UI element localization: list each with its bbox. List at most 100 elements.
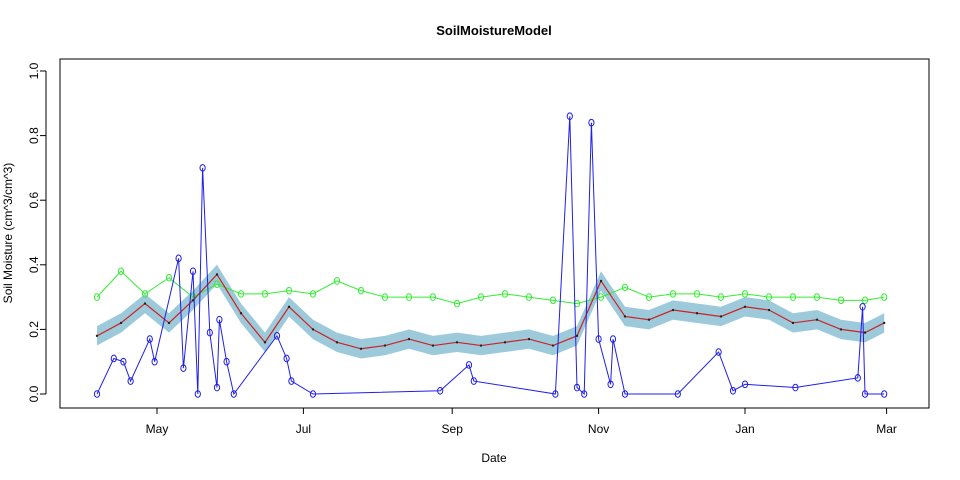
red-series-point xyxy=(551,344,555,347)
blue-series-point xyxy=(581,390,588,398)
chart-title: SoilMoistureModel xyxy=(436,23,552,38)
red-series-point xyxy=(647,318,651,321)
blue-series-point xyxy=(595,335,602,343)
blue-series-point xyxy=(792,383,799,392)
red-series-point xyxy=(119,321,123,325)
y-tick-label: 1.0 xyxy=(27,62,41,79)
blue-series-point xyxy=(216,315,223,324)
red-series-point xyxy=(791,321,795,325)
green-series-point xyxy=(549,296,557,305)
red-series-line xyxy=(96,273,885,350)
green-series-point xyxy=(117,267,125,276)
red-series-point xyxy=(407,337,411,341)
blue-series-point xyxy=(230,390,237,398)
green-series-point xyxy=(693,290,701,298)
red-series-point xyxy=(143,302,147,305)
red-series-point xyxy=(719,315,723,318)
green-series-point xyxy=(285,286,293,295)
green-series-point xyxy=(357,286,365,295)
red-series-point xyxy=(863,331,867,334)
y-tick-label: 0.2 xyxy=(27,321,41,338)
red-series-point xyxy=(95,334,99,338)
red-series-point xyxy=(767,308,771,312)
blue-series-point xyxy=(288,377,295,385)
red-series-point xyxy=(599,279,603,283)
green-series-point xyxy=(597,293,605,301)
red-series-point xyxy=(359,347,363,350)
green-series-point xyxy=(881,293,888,301)
y-tick-label: 0.4 xyxy=(27,256,41,273)
blue-series-point xyxy=(283,354,290,363)
green-series-point xyxy=(645,293,653,301)
blue-series-point xyxy=(213,383,221,392)
red-series-point xyxy=(527,337,531,341)
blue-series-point xyxy=(465,361,473,369)
blue-series-point xyxy=(715,348,722,356)
x-tick-label: Mar xyxy=(876,422,897,436)
y-tick-label: 0.0 xyxy=(27,385,41,402)
red-series-point xyxy=(743,305,747,308)
green-series-point xyxy=(309,290,317,298)
blue-series-point xyxy=(470,377,477,385)
blue-series-point xyxy=(741,380,749,389)
green-series-point xyxy=(453,299,461,308)
blue-series-point xyxy=(151,357,158,366)
blue-series-point xyxy=(552,390,559,398)
blue-series-point xyxy=(110,354,117,363)
green-series-point xyxy=(837,296,845,305)
x-tick-label: Jan xyxy=(735,422,754,436)
x-axis-label: Date xyxy=(481,451,507,465)
blue-series-point xyxy=(566,112,573,121)
green-series-point xyxy=(429,293,437,301)
x-tick-label: Sep xyxy=(442,422,464,436)
red-series-point xyxy=(167,321,171,325)
blue-series-point xyxy=(437,386,444,395)
red-series-point xyxy=(311,328,315,331)
red-series-point xyxy=(431,344,435,347)
green-series-point xyxy=(861,296,869,305)
red-series-point xyxy=(671,308,675,312)
green-series-point xyxy=(621,283,629,292)
green-series-point xyxy=(741,290,749,298)
green-series-point xyxy=(765,293,773,301)
red-series-point xyxy=(815,318,819,321)
y-tick-label: 0.8 xyxy=(27,127,41,144)
blue-series-point xyxy=(609,335,617,343)
blue-series-point xyxy=(309,390,317,398)
green-series-point xyxy=(813,293,821,301)
red-series-point xyxy=(191,299,195,302)
red-series-point xyxy=(575,334,579,338)
red-series-point xyxy=(883,321,886,325)
blue-series-point xyxy=(861,390,869,398)
blue-series-point xyxy=(206,328,213,337)
blue-series-point xyxy=(146,335,153,343)
red-series-point xyxy=(335,341,339,344)
blue-series-point xyxy=(93,390,101,398)
y-tick-label: 0.6 xyxy=(27,192,41,209)
red-series-point xyxy=(623,315,627,318)
green-series-point xyxy=(165,273,173,282)
blue-series-point xyxy=(273,332,281,340)
green-series-point xyxy=(717,293,725,301)
red-series-point xyxy=(455,341,459,344)
x-tick-label: Nov xyxy=(588,422,609,436)
blue-series-point xyxy=(854,374,861,382)
red-series-point xyxy=(695,312,699,315)
blue-series-point xyxy=(573,383,581,392)
blue-series-point xyxy=(223,357,230,366)
green-series-point xyxy=(141,290,149,298)
red-series-point xyxy=(383,344,387,347)
blue-series-point xyxy=(127,377,134,385)
red-series-point xyxy=(239,312,243,315)
green-series-point xyxy=(669,290,677,298)
green-series-point xyxy=(525,293,533,301)
blue-series-point xyxy=(180,364,187,372)
green-series-line xyxy=(96,270,885,305)
green-series-point xyxy=(501,290,509,298)
blue-series-point xyxy=(859,302,866,311)
blue-series-point xyxy=(588,118,595,127)
green-series-point xyxy=(237,290,245,298)
blue-series-point xyxy=(199,164,206,172)
green-series-point xyxy=(381,293,389,301)
blue-series-point xyxy=(175,254,182,263)
